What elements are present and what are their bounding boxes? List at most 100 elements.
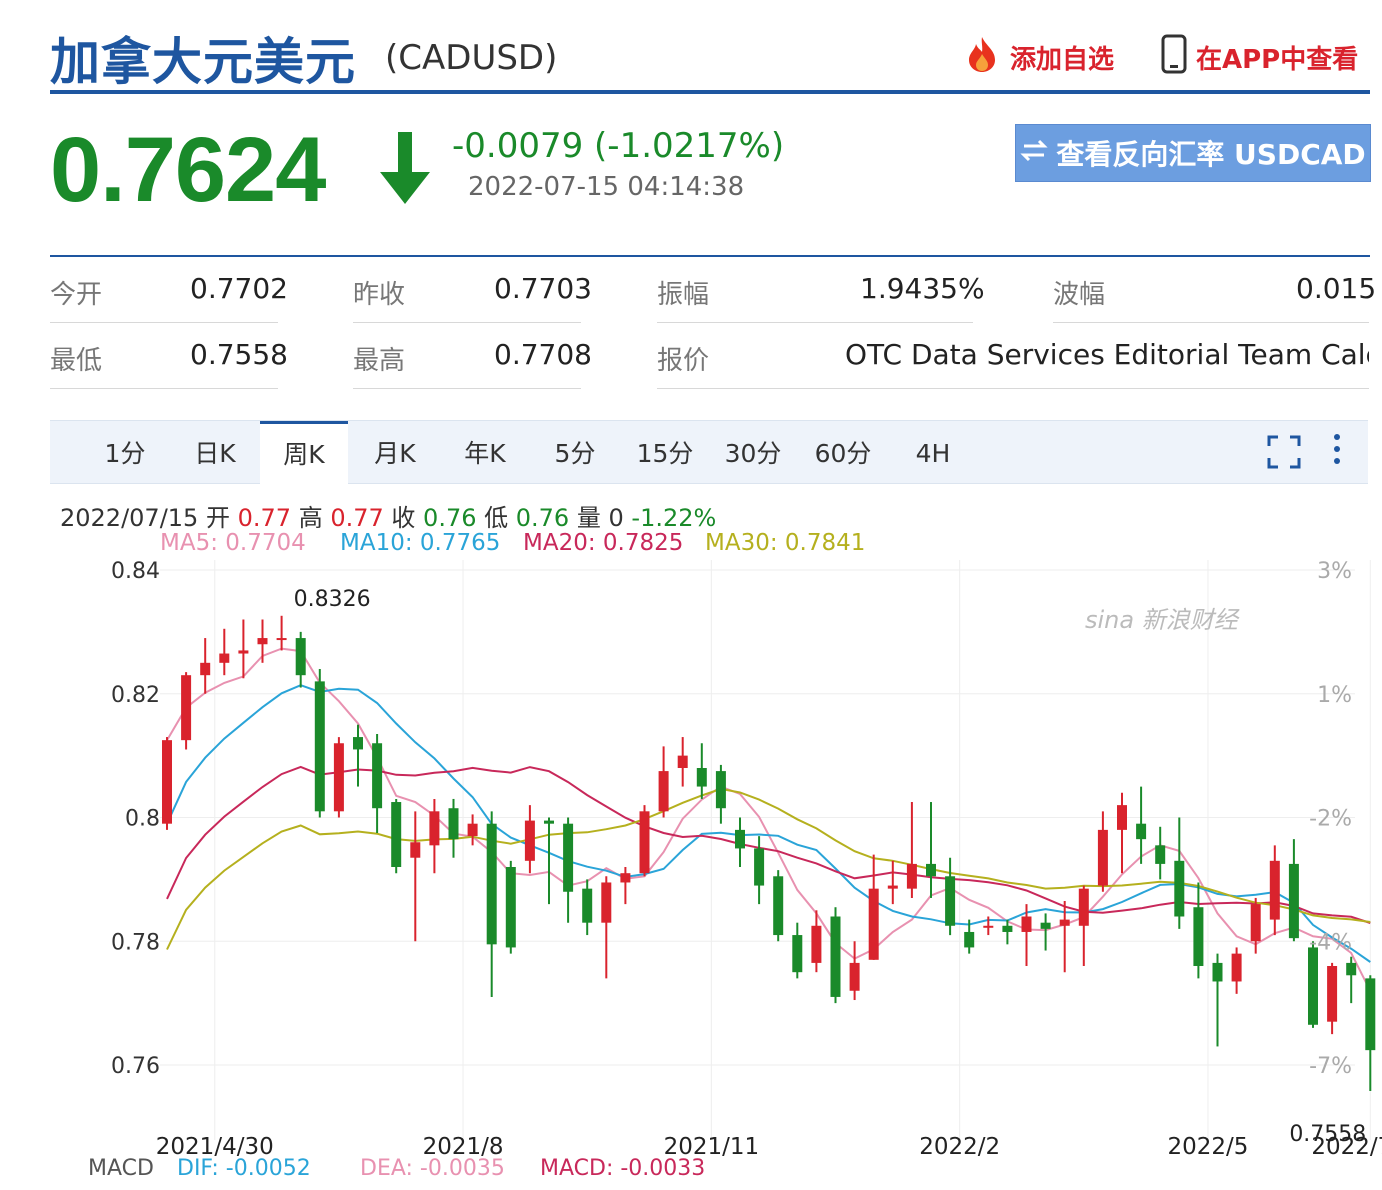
candle-body	[849, 962, 860, 991]
info-open-label: 开	[205, 504, 230, 532]
candle-body	[830, 916, 841, 997]
y-tick-label: 0.8	[125, 807, 160, 832]
tab-30min[interactable]: 30分	[724, 439, 782, 468]
stats-top-divider	[50, 255, 1370, 257]
candle-body	[467, 823, 478, 837]
add-watchlist-label: 添加自选	[1010, 45, 1115, 75]
sina-watermark: sina 新浪财经	[1085, 606, 1241, 634]
min-price-label: 0.7558	[1289, 1122, 1366, 1147]
stat-label-source: 报价	[657, 346, 710, 376]
y-tick-label: 0.76	[111, 1054, 160, 1079]
tab-1min[interactable]: 1分	[104, 439, 146, 468]
candle-body	[1346, 962, 1357, 976]
ma-lines	[166, 647, 1372, 992]
info-vol-label: 量	[576, 504, 601, 532]
candle-body	[295, 638, 306, 676]
macd-dif: DIF: -0.0052	[177, 1156, 311, 1181]
period-tab-bar: 1分 日K 周K 月K 年K 5分 15分 30分 60分 4H	[50, 420, 1368, 484]
add-watchlist-button[interactable]: 添加自选	[962, 34, 1114, 81]
x-tick-label: 2022/2	[919, 1134, 1000, 1160]
ma30-legend: MA30: 0.7841	[705, 530, 866, 556]
y-tick-label: 0.78	[111, 930, 160, 955]
candle-body	[754, 848, 765, 886]
stat-value-high: 0.7708	[494, 338, 592, 371]
tab-weekly-k[interactable]: 周K	[260, 421, 348, 484]
stat-value-prev-close: 0.7703	[494, 272, 592, 305]
pct-tick-label: -7%	[1309, 1054, 1352, 1079]
view-in-app-button[interactable]: 在APP中查看	[1160, 34, 1358, 81]
candle-body	[1212, 962, 1223, 982]
info-high: 0.77	[330, 504, 384, 532]
candle-body	[1308, 947, 1318, 1025]
swap-icon	[1020, 137, 1048, 170]
candle-body	[620, 873, 631, 883]
macd-dea: DEA: -0.0035	[360, 1156, 505, 1181]
stat-label-amplitude: 振幅	[657, 280, 710, 310]
candle-body	[505, 867, 516, 948]
stat-value-amplitude: 1.9435%	[860, 272, 985, 305]
info-vol: 0	[608, 504, 624, 532]
fullscreen-icon[interactable]	[1262, 421, 1306, 483]
candle-body	[792, 935, 803, 973]
candle-body	[429, 811, 440, 846]
candle-body	[314, 681, 325, 812]
stat-underline	[50, 322, 278, 323]
ma10-legend: MA10: 0.7765	[340, 530, 501, 556]
pct-tick-label: -4%	[1309, 930, 1352, 955]
tab-15min[interactable]: 15分	[636, 439, 694, 468]
tab-60min[interactable]: 60分	[814, 439, 872, 468]
candle-body	[353, 737, 363, 750]
tab-5min[interactable]: 5分	[554, 439, 596, 468]
x-tick-label: 2022/7/15	[1311, 1134, 1382, 1160]
candle-body	[1155, 845, 1166, 864]
pct-tick-label: 3%	[1317, 559, 1352, 584]
stat-value-range: 0.015	[1296, 272, 1377, 305]
candle-body	[563, 823, 574, 892]
candle-body	[1097, 829, 1108, 886]
candle-body	[926, 863, 936, 877]
macd-value: MACD: -0.0033	[540, 1156, 706, 1181]
candle-body	[391, 802, 402, 867]
candle-body	[1078, 888, 1089, 926]
ma20-line	[166, 765, 1371, 924]
current-price: 0.7624	[50, 119, 326, 221]
reverse-rate-button[interactable]: 查看反向汇率 USDCAD	[1015, 124, 1371, 182]
stat-label-range: 波幅	[1053, 280, 1106, 310]
tab-yearly-k[interactable]: 年K	[464, 439, 506, 468]
arrow-down-icon	[378, 128, 432, 212]
candle-body	[983, 925, 994, 928]
stat-underline	[50, 388, 278, 389]
header-divider	[50, 90, 1370, 94]
page-title: 加拿大元美元	[50, 33, 356, 91]
tab-daily-k[interactable]: 日K	[194, 439, 236, 468]
y-tick-label: 0.84	[111, 559, 160, 584]
info-high-label: 高	[298, 504, 323, 532]
tab-monthly-k[interactable]: 月K	[374, 439, 416, 468]
pct-tick-label: -2%	[1309, 807, 1352, 832]
ma5-legend: MA5: 0.7704	[160, 530, 306, 556]
candle-body	[1117, 805, 1127, 830]
chart-grid	[160, 560, 1371, 1140]
candle-body	[1365, 978, 1376, 1051]
info-pct: -1.22%	[631, 504, 717, 532]
candle-body	[448, 808, 459, 840]
candle-body	[238, 650, 249, 654]
tab-4h[interactable]: 4H	[915, 439, 951, 468]
candle-body	[1269, 860, 1280, 920]
candle-body	[696, 768, 707, 787]
ma20-legend: MA20: 0.7825	[523, 530, 684, 556]
more-options-icon[interactable]	[1322, 421, 1352, 483]
x-tick-label: 2021/4/30	[156, 1134, 274, 1160]
candle-body	[639, 811, 650, 874]
x-tick-label: 2021/11	[664, 1134, 760, 1160]
candle-body	[1040, 922, 1051, 929]
candle-body	[1059, 919, 1070, 926]
stat-value-low: 0.7558	[190, 338, 288, 371]
candle-body	[887, 885, 898, 889]
candle-body	[715, 771, 726, 809]
stat-underline	[353, 322, 581, 323]
candle-body	[601, 882, 612, 923]
svg-text:sina 新浪财经: sina 新浪财经	[1085, 606, 1241, 634]
candle-body	[582, 888, 593, 923]
